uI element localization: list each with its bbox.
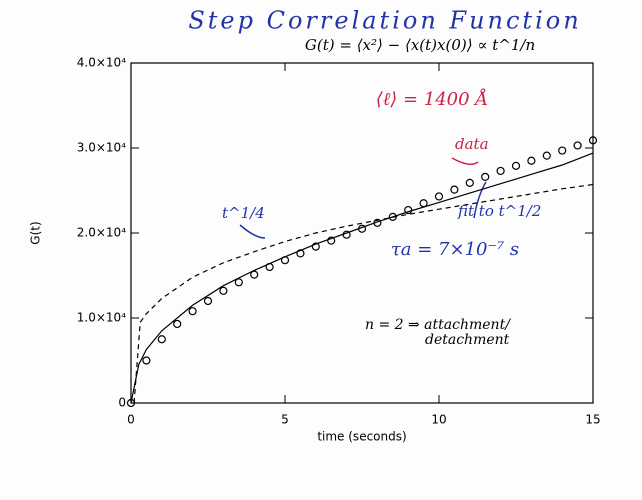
data-point bbox=[511, 161, 521, 170]
series-line bbox=[130, 152, 594, 404]
x-tick-label: 15 bbox=[585, 413, 600, 427]
y-tick-label: 2.0×10⁴ bbox=[77, 226, 126, 240]
data-point bbox=[404, 205, 413, 215]
chart-subtitle: G(t) = ⟨x²⟩ − ⟨x(t)x(0)⟩ ∝ t^1/n bbox=[305, 36, 535, 54]
chart-title: Step Correlation Function bbox=[188, 7, 581, 35]
y-tick-label: 0 bbox=[118, 396, 126, 410]
arrow bbox=[451, 157, 479, 165]
data-point bbox=[250, 270, 259, 279]
y-axis-label: G(t) bbox=[29, 221, 43, 244]
y-tick-label: 4.0×10⁴ bbox=[77, 56, 126, 70]
series-label: t^1/4 bbox=[222, 204, 265, 222]
data-point bbox=[527, 156, 536, 165]
x-axis-label: time (seconds) bbox=[317, 430, 406, 444]
series-line bbox=[133, 183, 594, 404]
data-point bbox=[203, 296, 213, 306]
arrow bbox=[239, 224, 266, 239]
annotation: ⟨ℓ⟩ = 1400 Å bbox=[376, 88, 489, 110]
data-point bbox=[327, 236, 336, 245]
data-point bbox=[219, 286, 228, 295]
data-point bbox=[542, 151, 551, 160]
series-label: data bbox=[455, 135, 489, 153]
data-point bbox=[157, 335, 166, 344]
y-tick-label: 3.0×10⁴ bbox=[77, 141, 126, 155]
data-point bbox=[173, 319, 182, 329]
annotation: n = 2 ⇒ attachment/ bbox=[365, 317, 511, 333]
x-tick-label: 5 bbox=[281, 413, 289, 427]
annotation: τa = 7×10⁻⁷ s bbox=[391, 239, 519, 260]
data-point bbox=[573, 141, 582, 150]
x-tick-label: 10 bbox=[431, 413, 446, 427]
data-point bbox=[142, 356, 151, 365]
x-tick-label: 0 bbox=[127, 413, 135, 427]
data-point bbox=[311, 242, 320, 251]
data-point bbox=[558, 146, 567, 155]
arrow bbox=[473, 181, 487, 219]
data-point bbox=[188, 307, 197, 316]
data-point bbox=[434, 192, 444, 201]
data-point bbox=[588, 136, 598, 145]
data-point bbox=[234, 278, 243, 287]
annotation: detachment bbox=[425, 332, 510, 348]
data-point bbox=[465, 178, 474, 187]
series-label: fit to t^1/2 bbox=[457, 202, 541, 220]
data-point bbox=[450, 185, 459, 194]
data-point bbox=[481, 172, 490, 181]
data-point bbox=[496, 166, 505, 176]
y-tick-label: 1.0×10⁴ bbox=[77, 311, 126, 325]
